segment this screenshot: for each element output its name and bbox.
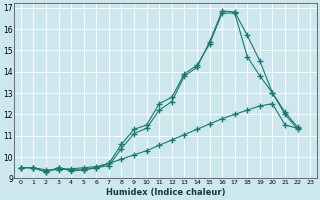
X-axis label: Humidex (Indice chaleur): Humidex (Indice chaleur) <box>106 188 225 197</box>
